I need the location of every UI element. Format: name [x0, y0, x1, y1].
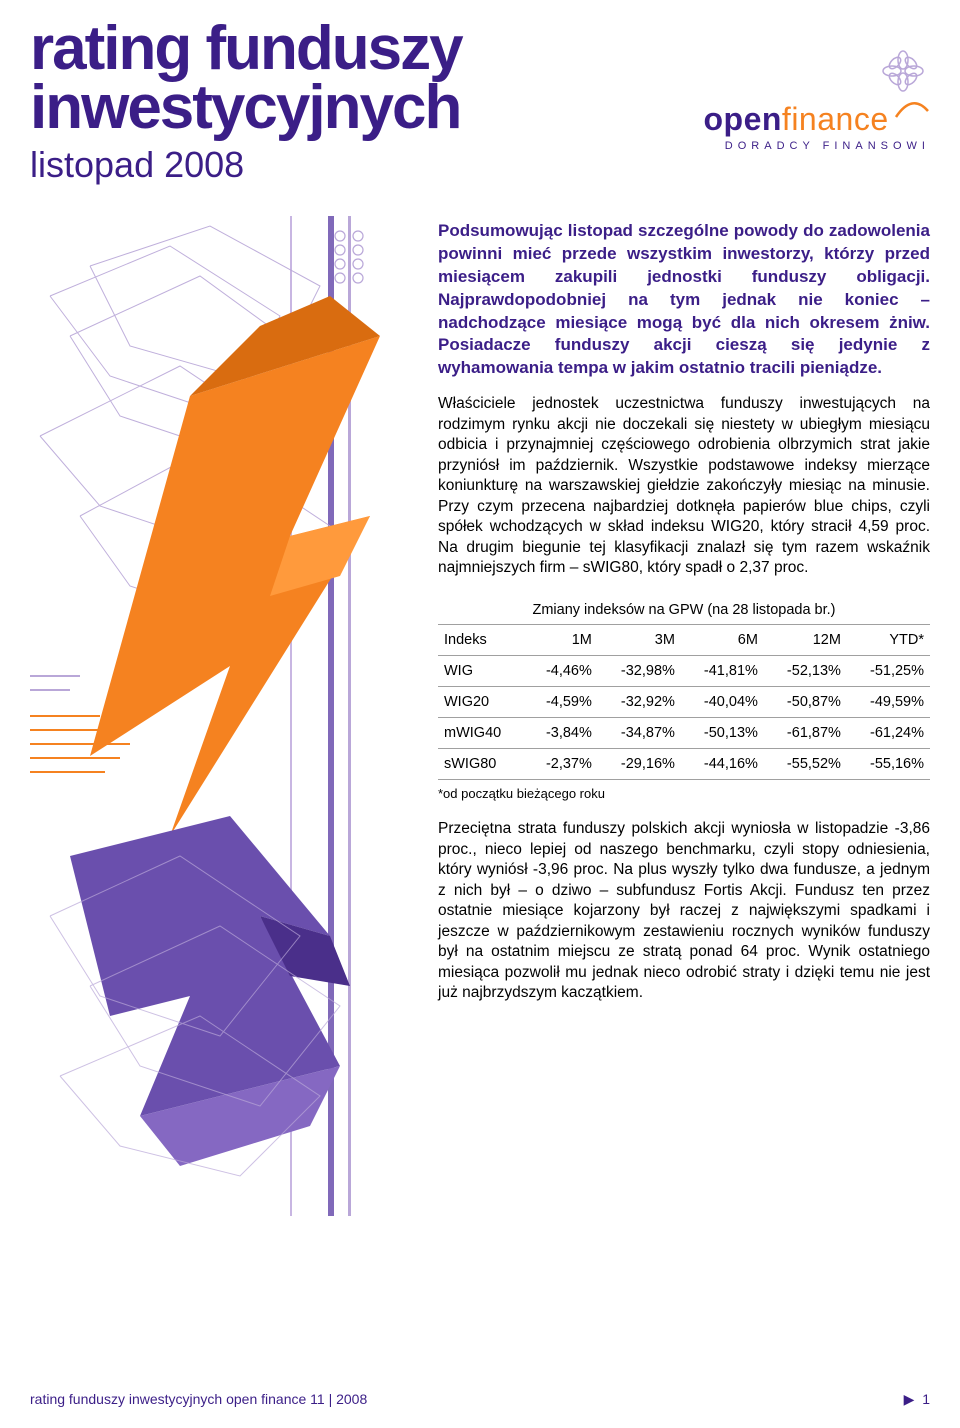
col-header: 1M	[525, 625, 598, 656]
cell: -50,87%	[764, 687, 847, 718]
table-header-row: Indeks 1M 3M 6M 12M YTD*	[438, 625, 930, 656]
page-header: rating funduszy inwestycyjnych listopad …	[30, 20, 930, 186]
cell: -44,16%	[681, 749, 764, 780]
cell: -61,24%	[847, 718, 930, 749]
hero-illustration	[30, 216, 410, 1216]
title-block: rating funduszy inwestycyjnych listopad …	[30, 20, 462, 186]
cell: -3,84%	[525, 718, 598, 749]
cell: WIG20	[438, 687, 525, 718]
table-row: mWIG40 -3,84% -34,87% -50,13% -61,87% -6…	[438, 718, 930, 749]
article-body: Podsumowując listopad szczególne powody …	[438, 216, 930, 1022]
index-table: Indeks 1M 3M 6M 12M YTD* WIG -4,46% -32,	[438, 625, 930, 780]
title-line2: inwestycyjnych	[30, 79, 462, 138]
col-header: 3M	[598, 625, 681, 656]
cell: -34,87%	[598, 718, 681, 749]
cell: -41,81%	[681, 656, 764, 687]
lead-paragraph: Podsumowując listopad szczególne powody …	[438, 220, 930, 381]
cell: -50,13%	[681, 718, 764, 749]
cell: -61,87%	[764, 718, 847, 749]
cell: -4,46%	[525, 656, 598, 687]
subtitle: listopad 2008	[30, 144, 462, 186]
cell: -49,59%	[847, 687, 930, 718]
table-row: WIG -4,46% -32,98% -41,81% -52,13% -51,2…	[438, 656, 930, 687]
cell: -52,13%	[764, 656, 847, 687]
cell: mWIG40	[438, 718, 525, 749]
cell: -55,16%	[847, 749, 930, 780]
logo-finance: finance	[782, 101, 889, 137]
col-header: 6M	[681, 625, 764, 656]
index-table-wrap: Zmiany indeksów na GPW (na 28 listopada …	[438, 602, 930, 801]
cell: -51,25%	[847, 656, 930, 687]
table-footnote: *od początku bieżącego roku	[438, 780, 930, 801]
page-number: 1	[922, 1391, 930, 1407]
cell: -55,52%	[764, 749, 847, 780]
table-row: sWIG80 -2,37% -29,16% -44,16% -55,52% -5…	[438, 749, 930, 780]
table-row: WIG20 -4,59% -32,92% -40,04% -50,87% -49…	[438, 687, 930, 718]
cell: WIG	[438, 656, 525, 687]
col-header: YTD*	[847, 625, 930, 656]
col-header: 12M	[764, 625, 847, 656]
cell: -2,37%	[525, 749, 598, 780]
cell: -40,04%	[681, 687, 764, 718]
logo-text: openfinance	[703, 101, 930, 138]
footer-right: ▶ 1	[904, 1391, 930, 1408]
title-line1: rating funduszy	[30, 20, 462, 79]
flower-icon	[882, 50, 924, 97]
brand-logo: openfinance DORADCY FINANSOWI	[703, 20, 930, 152]
cell: -32,92%	[598, 687, 681, 718]
logo-tagline: DORADCY FINANSOWI	[703, 140, 930, 152]
footer-left: rating funduszy inwestycyjnych open fina…	[30, 1391, 367, 1408]
cell: -4,59%	[525, 687, 598, 718]
logo-open: open	[703, 101, 781, 137]
cell: -29,16%	[598, 749, 681, 780]
arrow-right-icon: ▶	[904, 1391, 915, 1407]
cell: -32,98%	[598, 656, 681, 687]
cell: sWIG80	[438, 749, 525, 780]
body-paragraph-1: Właściciele jednostek uczestnictwa fundu…	[438, 394, 930, 578]
body-paragraph-2: Przeciętna strata funduszy polskich akcj…	[438, 819, 930, 1003]
table-caption: Zmiany indeksów na GPW (na 28 listopada …	[438, 602, 930, 625]
col-header: Indeks	[438, 625, 525, 656]
page-footer: rating funduszy inwestycyjnych open fina…	[30, 1391, 930, 1408]
